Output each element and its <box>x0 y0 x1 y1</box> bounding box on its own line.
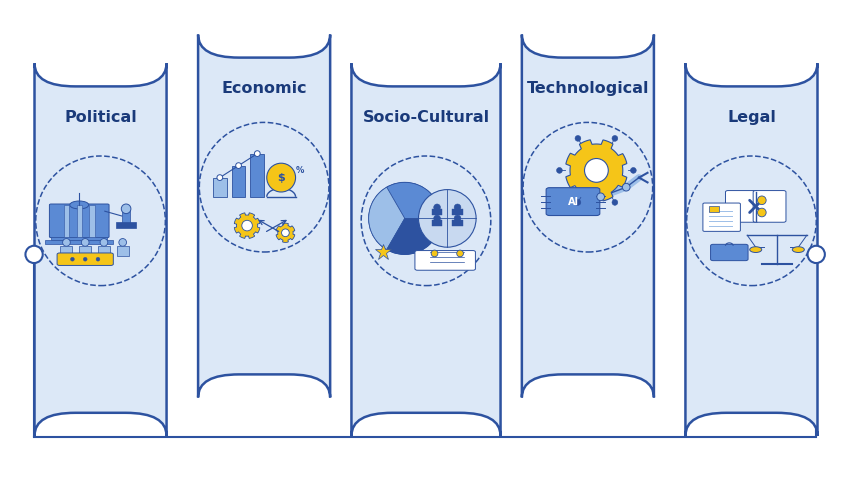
Ellipse shape <box>457 250 463 257</box>
Ellipse shape <box>118 239 127 246</box>
Text: Legal: Legal <box>727 110 776 125</box>
FancyBboxPatch shape <box>521 35 653 397</box>
Ellipse shape <box>26 246 43 263</box>
Ellipse shape <box>808 246 825 263</box>
Bar <box>432 209 442 215</box>
Ellipse shape <box>434 215 440 222</box>
Ellipse shape <box>121 204 131 214</box>
Ellipse shape <box>96 257 100 261</box>
Ellipse shape <box>556 168 562 173</box>
FancyBboxPatch shape <box>57 253 113 265</box>
Ellipse shape <box>622 183 630 191</box>
Text: Socio-Cultural: Socio-Cultural <box>362 110 490 125</box>
Bar <box>452 209 463 215</box>
Text: Technological: Technological <box>527 81 649 96</box>
Ellipse shape <box>792 247 804 252</box>
Ellipse shape <box>81 239 89 246</box>
FancyBboxPatch shape <box>753 191 786 222</box>
Ellipse shape <box>71 257 74 261</box>
Ellipse shape <box>575 135 581 141</box>
Bar <box>51 237 107 240</box>
Ellipse shape <box>454 215 461 222</box>
Ellipse shape <box>612 135 618 141</box>
Ellipse shape <box>750 247 762 252</box>
Ellipse shape <box>757 208 766 217</box>
Ellipse shape <box>70 201 89 209</box>
Ellipse shape <box>83 257 87 261</box>
Bar <box>98 246 110 256</box>
Bar <box>452 220 463 226</box>
Ellipse shape <box>575 200 581 205</box>
Ellipse shape <box>612 200 618 205</box>
Ellipse shape <box>217 175 222 180</box>
Text: AI: AI <box>567 197 579 206</box>
Ellipse shape <box>255 151 260 156</box>
FancyBboxPatch shape <box>415 251 475 270</box>
Ellipse shape <box>236 163 241 168</box>
Bar <box>232 166 245 197</box>
Polygon shape <box>566 140 627 201</box>
Bar <box>122 210 130 223</box>
Text: Political: Political <box>64 110 137 125</box>
FancyBboxPatch shape <box>703 203 740 231</box>
Polygon shape <box>234 213 260 239</box>
Bar <box>79 246 91 256</box>
Ellipse shape <box>596 193 605 201</box>
Bar <box>60 246 72 256</box>
FancyBboxPatch shape <box>546 188 600 216</box>
FancyBboxPatch shape <box>685 63 817 436</box>
Polygon shape <box>387 218 440 254</box>
Ellipse shape <box>757 196 766 204</box>
Ellipse shape <box>242 220 252 231</box>
Ellipse shape <box>369 182 440 254</box>
Text: $: $ <box>277 173 285 182</box>
Bar <box>64 205 69 237</box>
Bar <box>250 154 264 197</box>
Ellipse shape <box>267 163 296 192</box>
Ellipse shape <box>434 204 440 211</box>
Bar <box>45 240 113 244</box>
FancyBboxPatch shape <box>711 244 748 261</box>
Ellipse shape <box>62 239 71 246</box>
Bar <box>116 222 136 228</box>
Bar <box>89 205 95 237</box>
Text: %: % <box>296 166 304 175</box>
Ellipse shape <box>454 204 461 211</box>
Bar <box>213 178 227 197</box>
Ellipse shape <box>281 229 290 237</box>
Bar <box>77 205 82 237</box>
Bar <box>117 246 129 256</box>
Polygon shape <box>387 182 440 218</box>
FancyBboxPatch shape <box>198 35 330 397</box>
Ellipse shape <box>630 168 636 173</box>
Polygon shape <box>276 223 295 242</box>
Bar <box>432 220 442 226</box>
Ellipse shape <box>100 239 108 246</box>
FancyBboxPatch shape <box>725 191 758 222</box>
FancyBboxPatch shape <box>351 63 500 436</box>
FancyBboxPatch shape <box>49 204 109 238</box>
FancyBboxPatch shape <box>34 63 166 436</box>
Ellipse shape <box>584 158 608 182</box>
Bar <box>709 206 719 212</box>
Polygon shape <box>369 187 405 250</box>
Ellipse shape <box>431 250 438 257</box>
Ellipse shape <box>418 190 476 247</box>
Text: Economic: Economic <box>222 81 307 96</box>
